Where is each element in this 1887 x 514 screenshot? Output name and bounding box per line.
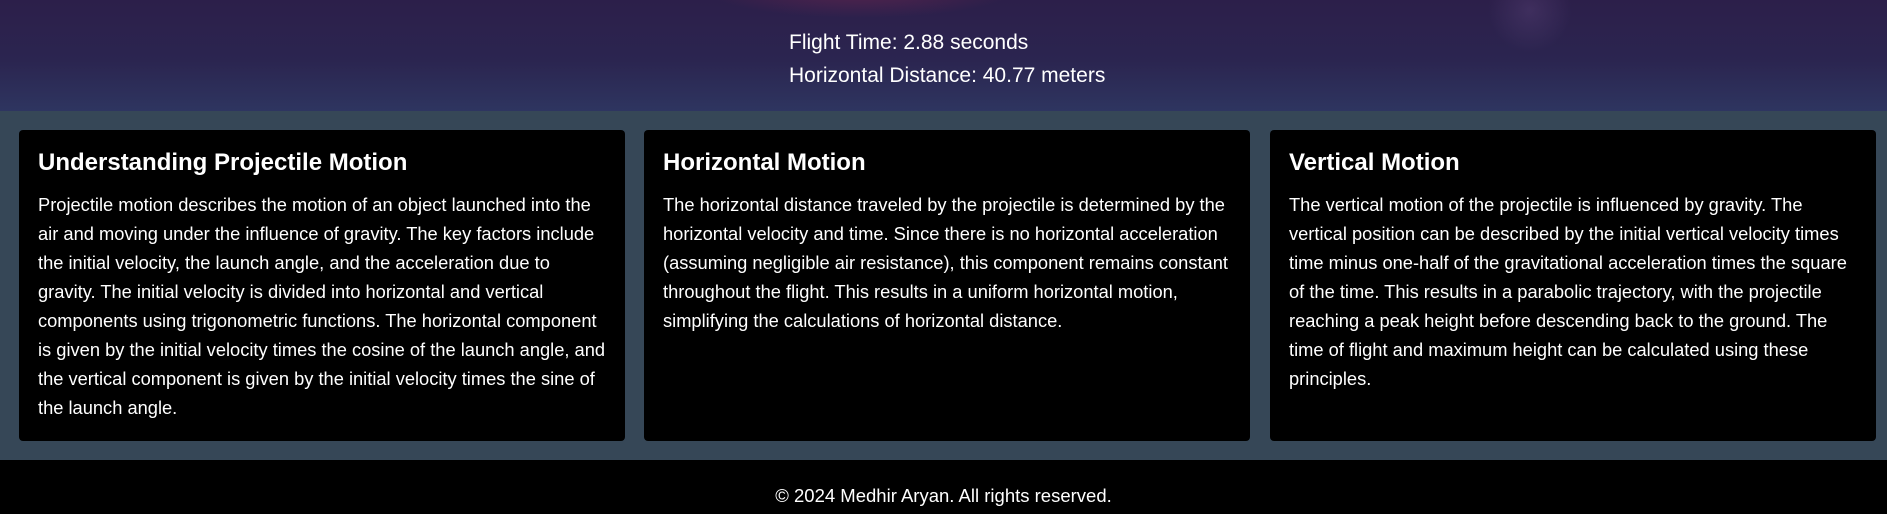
copyright-text: © 2024 Medhir Aryan. All rights reserved… (775, 485, 1112, 506)
results-panel: Flight Time: 2.88 seconds Horizontal Dis… (789, 26, 1105, 92)
card-body: Projectile motion describes the motion o… (38, 194, 606, 418)
flight-time-readout: Flight Time: 2.88 seconds (789, 31, 1029, 54)
card-title: Horizontal Motion (663, 149, 866, 176)
horizontal-distance-readout: Horizontal Distance: 40.77 meters (789, 64, 1106, 87)
page-footer: © 2024 Medhir Aryan. All rights reserved… (0, 460, 1887, 514)
info-card-horizontal-motion: Horizontal Motion The horizontal distanc… (644, 130, 1250, 441)
info-card-vertical-motion: Vertical Motion The vertical motion of t… (1270, 130, 1876, 441)
card-body: The horizontal distance traveled by the … (663, 194, 1228, 331)
card-body: The vertical motion of the projectile is… (1289, 194, 1847, 389)
info-card-projectile-motion: Understanding Projectile Motion Projecti… (19, 130, 625, 441)
info-section: Understanding Projectile Motion Projecti… (0, 111, 1887, 460)
card-title: Understanding Projectile Motion (38, 149, 408, 176)
results-banner: Flight Time: 2.88 seconds Horizontal Dis… (0, 0, 1887, 111)
card-title: Vertical Motion (1289, 149, 1460, 176)
